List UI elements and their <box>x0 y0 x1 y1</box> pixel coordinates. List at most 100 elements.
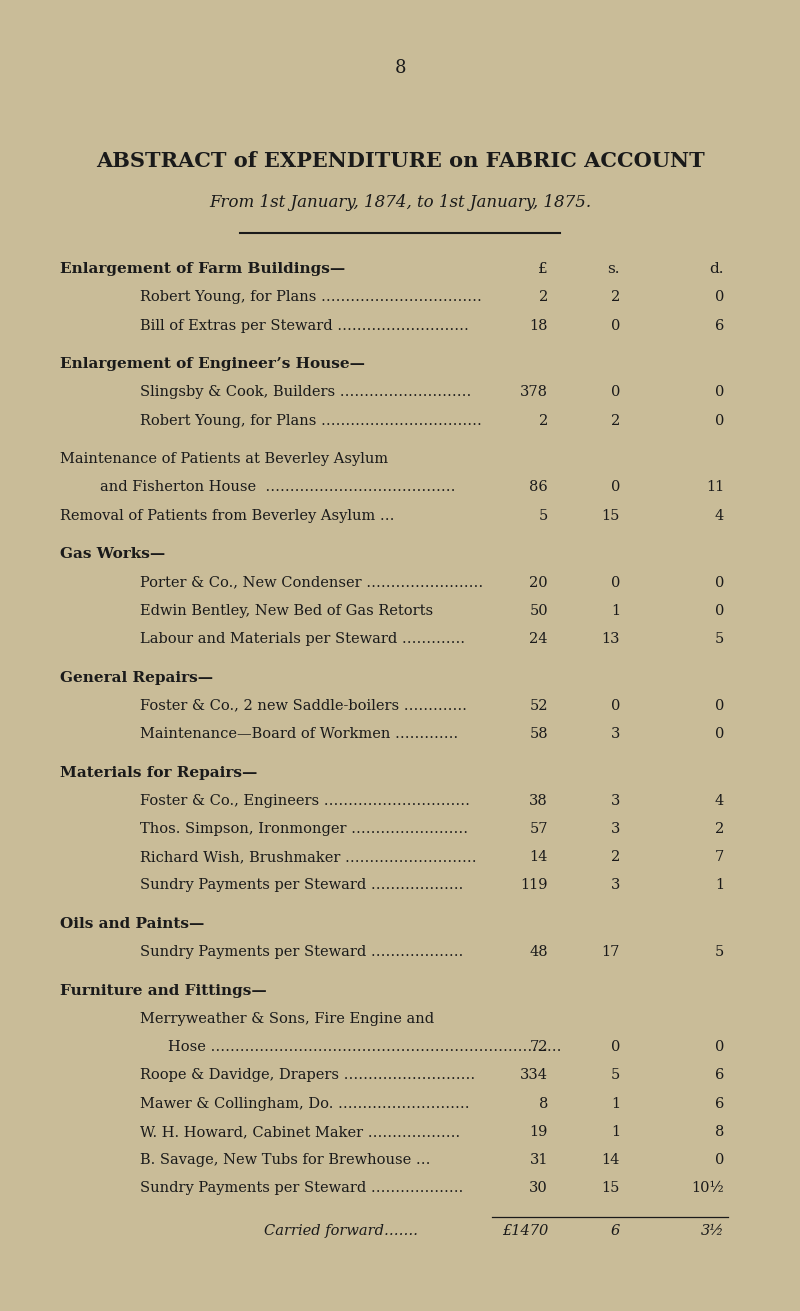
Text: General Repairs—: General Repairs— <box>60 671 213 684</box>
Text: Oils and Paints—: Oils and Paints— <box>60 916 204 931</box>
Text: 7: 7 <box>714 850 724 864</box>
Text: Roope & Davidge, Drapers ………………………: Roope & Davidge, Drapers ……………………… <box>140 1068 475 1083</box>
Text: £: £ <box>538 262 548 277</box>
Text: 6: 6 <box>714 1068 724 1083</box>
Text: 0: 0 <box>714 699 724 713</box>
Text: 15: 15 <box>602 509 620 523</box>
Text: 58: 58 <box>530 728 548 741</box>
Text: 11: 11 <box>706 481 724 494</box>
Text: 5: 5 <box>714 632 724 646</box>
Text: 31: 31 <box>530 1152 548 1167</box>
Text: 1: 1 <box>715 878 724 893</box>
Text: Materials for Repairs—: Materials for Repairs— <box>60 766 258 780</box>
Text: Richard Wish, Brushmaker ………………………: Richard Wish, Brushmaker ……………………… <box>140 850 477 864</box>
Text: 0: 0 <box>610 481 620 494</box>
Text: Merryweather & Sons, Fire Engine and: Merryweather & Sons, Fire Engine and <box>140 1012 434 1027</box>
Text: 5: 5 <box>714 945 724 960</box>
Text: 0: 0 <box>714 414 724 427</box>
Text: 0: 0 <box>610 385 620 400</box>
Text: 4: 4 <box>714 794 724 808</box>
Text: Thos. Simpson, Ironmonger ……………………: Thos. Simpson, Ironmonger …………………… <box>140 822 468 836</box>
Text: and Fisherton House  …………………………………: and Fisherton House ………………………………… <box>100 481 455 494</box>
Text: 2: 2 <box>538 414 548 427</box>
Text: Mawer & Collingham, Do. ………………………: Mawer & Collingham, Do. ……………………… <box>140 1096 470 1110</box>
Text: Maintenance—Board of Workmen ………….: Maintenance—Board of Workmen …………. <box>140 728 458 741</box>
Text: Slingsby & Cook, Builders ………………………: Slingsby & Cook, Builders ……………………… <box>140 385 471 400</box>
Text: d.: d. <box>710 262 724 277</box>
Text: 2: 2 <box>714 822 724 836</box>
Text: 72: 72 <box>530 1040 548 1054</box>
Text: 2: 2 <box>610 291 620 304</box>
Text: 0: 0 <box>714 728 724 741</box>
Text: 15: 15 <box>602 1181 620 1196</box>
Text: 0: 0 <box>610 576 620 590</box>
Text: Enlargement of Engineer’s House—: Enlargement of Engineer’s House— <box>60 357 365 371</box>
Text: Robert Young, for Plans ……………………………: Robert Young, for Plans …………………………… <box>140 414 482 427</box>
Text: Bill of Extras per Steward ………………………: Bill of Extras per Steward ……………………… <box>140 319 469 333</box>
Text: 0: 0 <box>610 319 620 333</box>
Text: 1: 1 <box>611 1125 620 1139</box>
Text: 3: 3 <box>610 728 620 741</box>
Text: 0: 0 <box>714 291 724 304</box>
Text: W. H. Howard, Cabinet Maker ……………….: W. H. Howard, Cabinet Maker ………………. <box>140 1125 460 1139</box>
Text: Carried forward…….: Carried forward……. <box>264 1223 418 1238</box>
Text: 48: 48 <box>530 945 548 960</box>
Text: 24: 24 <box>530 632 548 646</box>
Text: 13: 13 <box>602 632 620 646</box>
Text: 6: 6 <box>610 1223 620 1238</box>
Text: From 1st January, 1874, to 1st January, 1875.: From 1st January, 1874, to 1st January, … <box>209 194 591 211</box>
Text: 0: 0 <box>610 1040 620 1054</box>
Text: Robert Young, for Plans ……………………………: Robert Young, for Plans …………………………… <box>140 291 482 304</box>
Text: Sundry Payments per Steward ……………….: Sundry Payments per Steward ………………. <box>140 878 463 893</box>
Text: 18: 18 <box>530 319 548 333</box>
Text: 2: 2 <box>538 291 548 304</box>
Text: 14: 14 <box>602 1152 620 1167</box>
Text: 3: 3 <box>610 794 620 808</box>
Text: Enlargement of Farm Buildings—: Enlargement of Farm Buildings— <box>60 262 346 277</box>
Text: 0: 0 <box>714 1040 724 1054</box>
Text: 8: 8 <box>538 1096 548 1110</box>
Text: Porter & Co., New Condenser ……………………: Porter & Co., New Condenser …………………… <box>140 576 483 590</box>
Text: Labour and Materials per Steward ………….: Labour and Materials per Steward …………. <box>140 632 465 646</box>
Text: Foster & Co., Engineers …………………………: Foster & Co., Engineers ………………………… <box>140 794 470 808</box>
Text: 6: 6 <box>714 319 724 333</box>
Text: 14: 14 <box>530 850 548 864</box>
Text: Maintenance of Patients at Beverley Asylum: Maintenance of Patients at Beverley Asyl… <box>60 452 388 467</box>
Text: 5: 5 <box>610 1068 620 1083</box>
Text: 2: 2 <box>610 850 620 864</box>
Text: Foster & Co., 2 new Saddle-boilers ………….: Foster & Co., 2 new Saddle-boilers …………. <box>140 699 467 713</box>
Text: 50: 50 <box>530 603 548 617</box>
Text: ABSTRACT of EXPENDITURE on FABRIC ACCOUNT: ABSTRACT of EXPENDITURE on FABRIC ACCOUN… <box>96 151 704 170</box>
Text: 0: 0 <box>714 603 724 617</box>
Text: 1: 1 <box>611 603 620 617</box>
Text: 86: 86 <box>530 481 548 494</box>
Text: £1470: £1470 <box>502 1223 548 1238</box>
Text: Gas Works—: Gas Works— <box>60 548 166 561</box>
Text: 5: 5 <box>538 509 548 523</box>
Text: 378: 378 <box>520 385 548 400</box>
Text: 3½: 3½ <box>701 1223 724 1238</box>
Text: 6: 6 <box>714 1096 724 1110</box>
Text: 2: 2 <box>610 414 620 427</box>
Text: 3: 3 <box>610 878 620 893</box>
Text: 52: 52 <box>530 699 548 713</box>
Text: Sundry Payments per Steward ……………….: Sundry Payments per Steward ………………. <box>140 1181 463 1196</box>
Text: Hose ………………………………………………………………: Hose ……………………………………………………………… <box>168 1040 562 1054</box>
Text: 8: 8 <box>394 59 406 77</box>
Text: 0: 0 <box>714 1152 724 1167</box>
Text: 119: 119 <box>521 878 548 893</box>
Text: 57: 57 <box>530 822 548 836</box>
Text: Edwin Bentley, New Bed of Gas Retorts: Edwin Bentley, New Bed of Gas Retorts <box>140 603 433 617</box>
Text: 334: 334 <box>520 1068 548 1083</box>
Text: 20: 20 <box>530 576 548 590</box>
Text: 8: 8 <box>714 1125 724 1139</box>
Text: 0: 0 <box>610 699 620 713</box>
Text: 0: 0 <box>714 385 724 400</box>
Text: 1: 1 <box>611 1096 620 1110</box>
Text: Furniture and Fittings—: Furniture and Fittings— <box>60 983 266 998</box>
Text: 3: 3 <box>610 822 620 836</box>
Text: 4: 4 <box>714 509 724 523</box>
Text: 17: 17 <box>602 945 620 960</box>
Text: 10½: 10½ <box>691 1181 724 1196</box>
Text: Sundry Payments per Steward ……………….: Sundry Payments per Steward ………………. <box>140 945 463 960</box>
